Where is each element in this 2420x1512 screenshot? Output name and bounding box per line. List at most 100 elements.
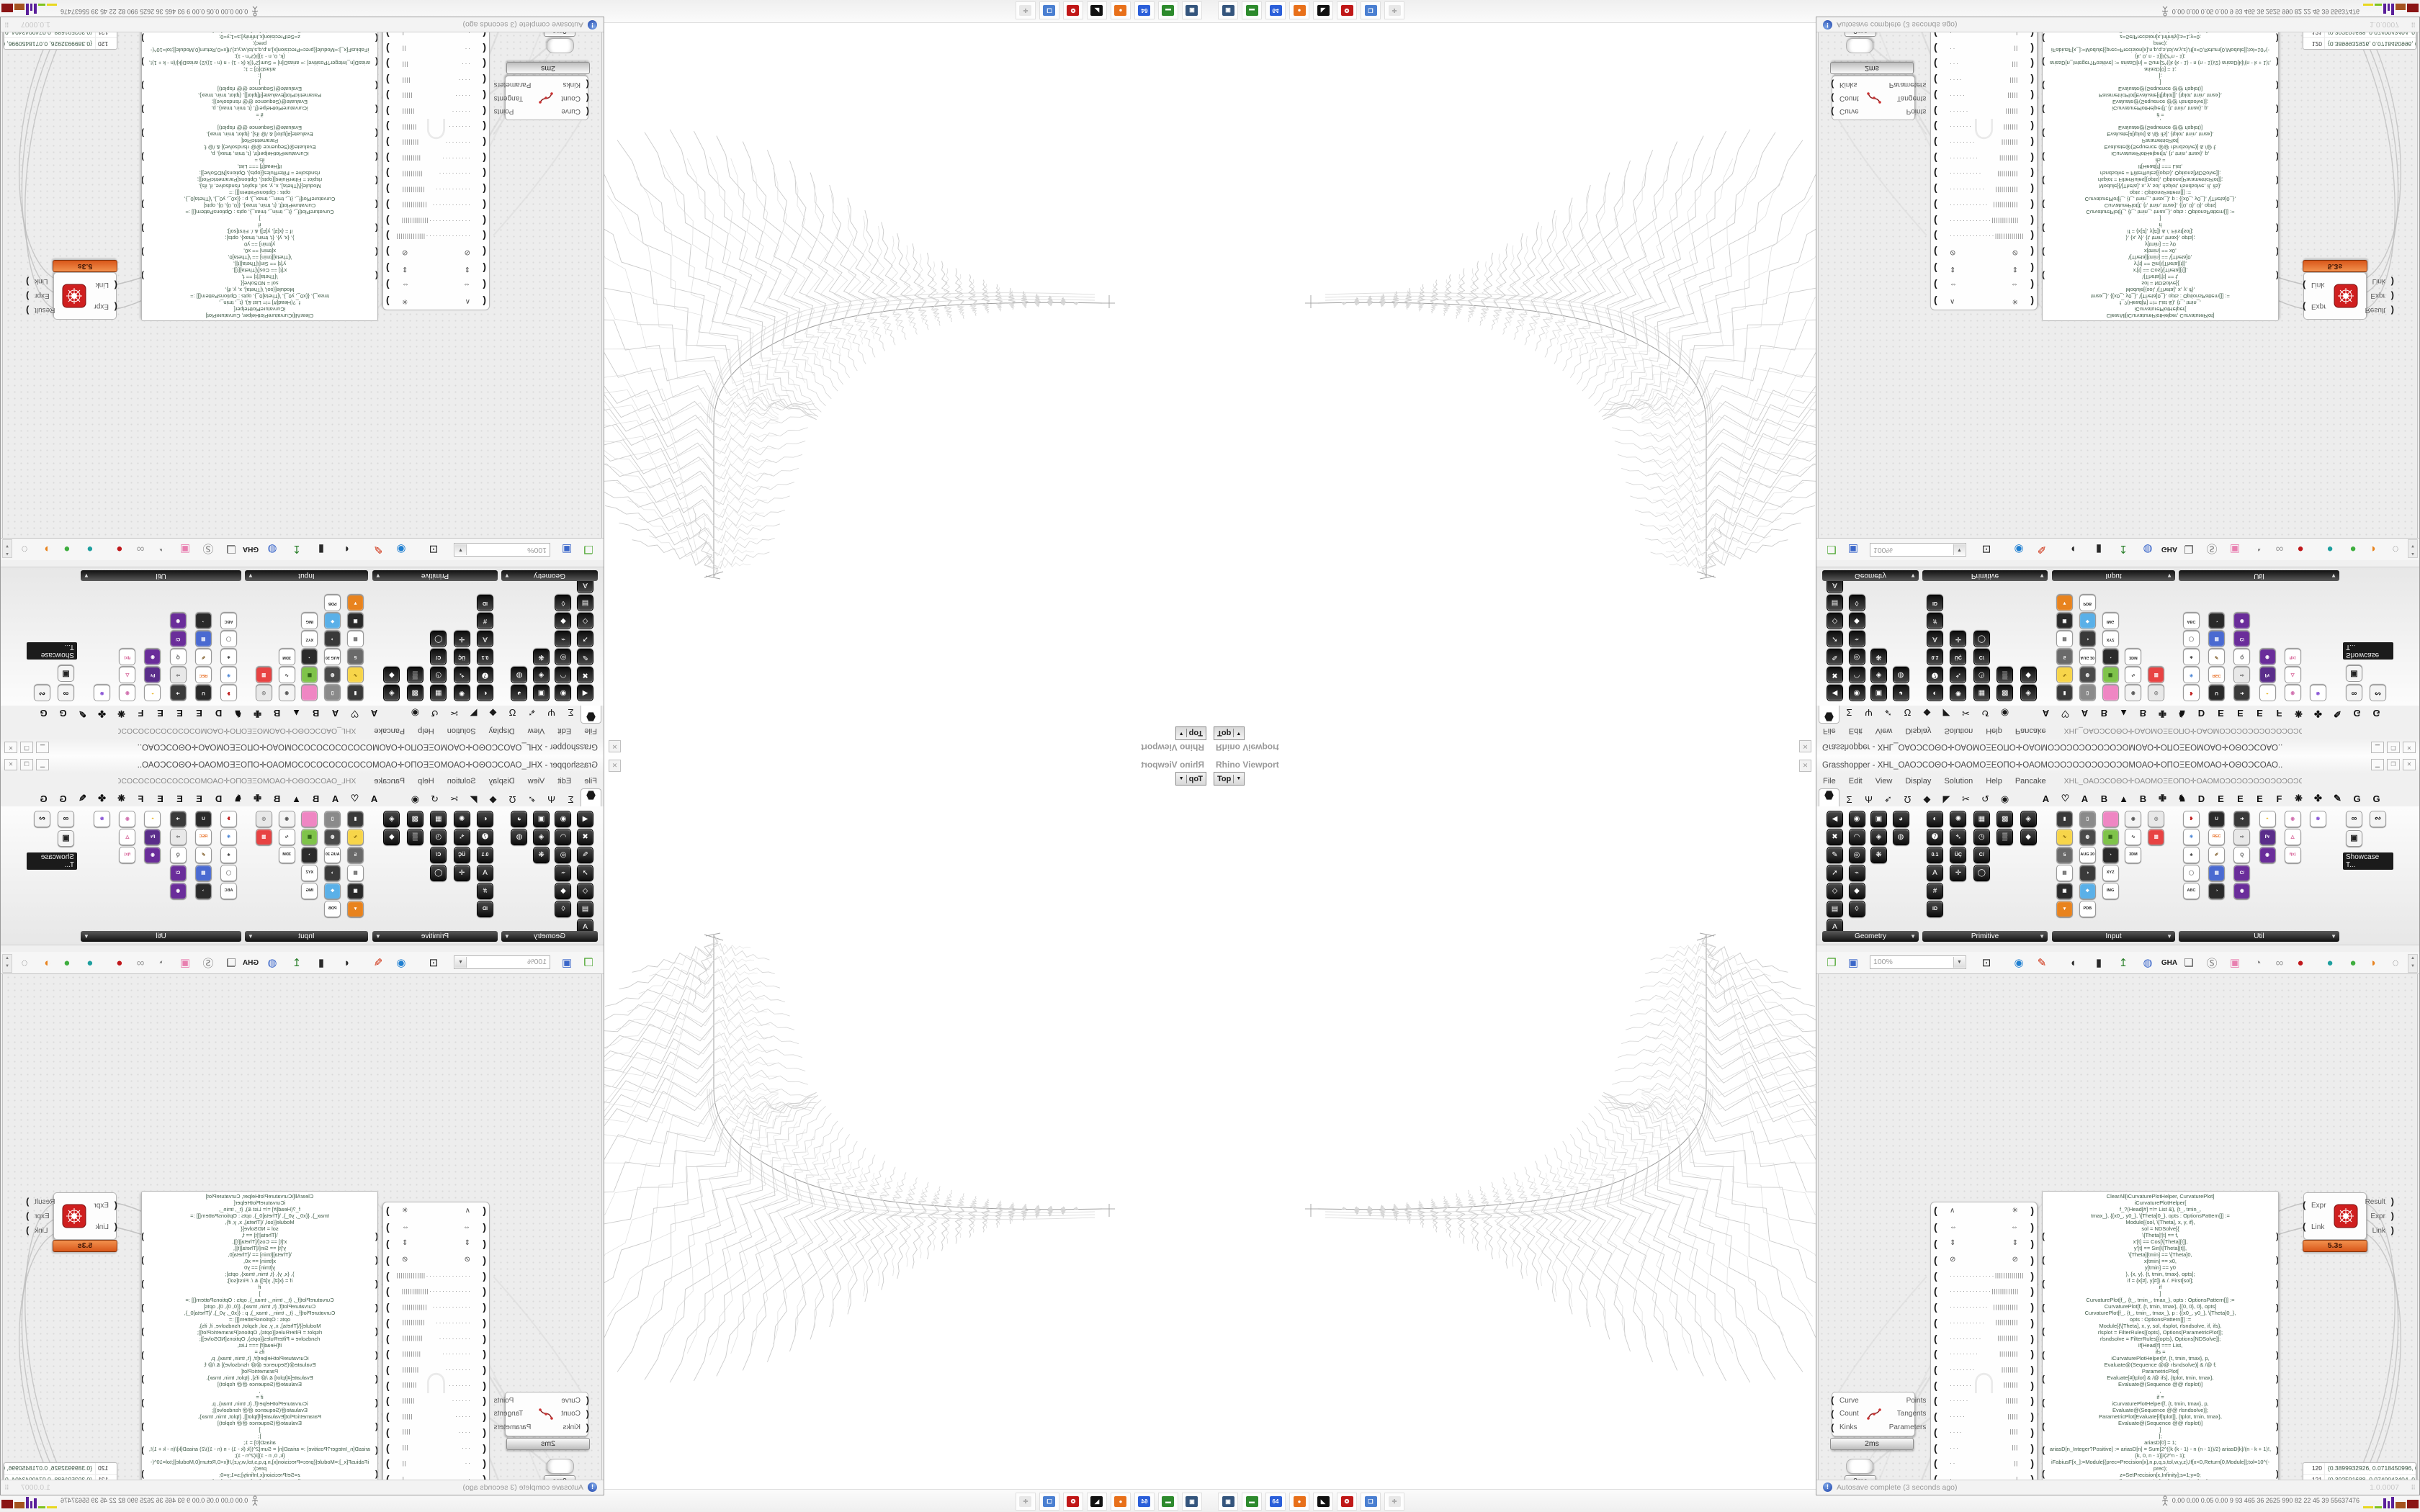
port-hook-icon[interactable]: ) [386, 295, 390, 307]
port-hook-icon[interactable]: ( [2042, 1445, 2045, 1455]
panel-group-label[interactable]: Geometry ▼ [501, 570, 598, 581]
panel-group-label[interactable]: Util ▼ [2179, 931, 2339, 942]
port-hook-icon[interactable]: ( [483, 1364, 486, 1376]
component-icon[interactable]: ✺ [1950, 685, 1967, 701]
menu-item-view[interactable]: View [527, 777, 545, 786]
input-port-curve[interactable]: (Curve [1831, 106, 1859, 117]
port-hook-icon[interactable]: ( [483, 1410, 486, 1423]
port-hook-icon[interactable]: ( [114, 1220, 117, 1232]
port-hook-icon[interactable]: ( [483, 42, 486, 55]
component-icon[interactable]: ◉ [278, 811, 295, 827]
slider-row[interactable]: (·········· ||||||||||) [1931, 168, 2037, 180]
port-hook-icon[interactable]: ( [1831, 79, 1834, 91]
component-icon[interactable]: ◓ [144, 811, 161, 827]
component-icon[interactable]: C/ [1973, 847, 1990, 863]
taskbar-app-plugin-disabled[interactable]: ✚ [1384, 1, 1404, 19]
port-hook-icon[interactable]: ) [2276, 176, 2279, 186]
component-icon[interactable]: ✛ [453, 865, 470, 881]
port-hook-icon[interactable]: ) [141, 1350, 144, 1360]
component-icon[interactable]: ➐ [477, 667, 493, 683]
port-hook-icon[interactable]: ) [386, 1364, 390, 1376]
component-icon[interactable]: ABC [220, 883, 237, 899]
taskbar-app-opera-red[interactable]: ❂ [1337, 1, 1357, 19]
port-hook-icon[interactable]: ( [483, 168, 486, 180]
component-icon[interactable]: ◎ [555, 847, 572, 863]
component-icon[interactable]: ➜ [169, 685, 187, 701]
port-hook-icon[interactable]: ) [2030, 1473, 2034, 1483]
port-hook-icon[interactable]: ( [1934, 199, 1937, 211]
taskbar-app-system-monitor[interactable]: ▣ [1182, 1, 1202, 19]
port-hook-icon[interactable]: ( [1934, 1395, 1937, 1407]
component-icon[interactable]: ▦ [1973, 685, 1990, 701]
slider-row[interactable]: (····· |||||) [383, 90, 489, 102]
component-icon[interactable]: ◊ [555, 901, 572, 917]
slider-row[interactable]: (······· |||||||) [1931, 121, 2037, 132]
port-hook-icon[interactable]: ) [386, 215, 390, 227]
slider-row[interactable]: (∧ ✳) [1931, 1205, 2037, 1216]
toolbar-gha-installer[interactable]: GHA [2161, 545, 2178, 554]
component-icon[interactable]: ◉ [169, 883, 187, 899]
tab-plugin-❋[interactable]: ❋ [2295, 708, 2303, 719]
tab-plugin-✤[interactable]: ✤ [2314, 793, 2322, 804]
component-icon[interactable]: ◉ [2125, 811, 2142, 827]
port-hook-icon[interactable]: ( [1934, 1301, 1937, 1313]
component-icon[interactable]: ❀ [94, 685, 111, 701]
toolbar-orange-half[interactable]: ◑ [44, 543, 51, 556]
toolbar-spheres-outline[interactable]: ∞ [136, 956, 145, 969]
slider-row[interactable]: (⊘ ⊘) [383, 1254, 489, 1266]
component-icon[interactable]: ❖ [324, 883, 341, 899]
port-hook-icon[interactable]: ) [2030, 74, 2034, 86]
component-icon[interactable]: ◔ [2208, 613, 2226, 629]
showcase-icon[interactable]: ▣ [2346, 830, 2362, 847]
component-icon[interactable]: ◈ [533, 667, 550, 683]
port-hook-icon[interactable]: ( [1934, 168, 1937, 180]
input-port-count[interactable]: (Count [561, 1408, 589, 1419]
port-hook-icon[interactable]: ( [1934, 184, 1937, 196]
component-icon[interactable]: AUG 20 [324, 847, 341, 863]
component-icon[interactable]: ✺ [453, 685, 470, 701]
component-icon[interactable]: AUG 20 [324, 649, 341, 665]
toolbar-rotate-object[interactable]: ◖ [2069, 543, 2076, 556]
slider-row[interactable]: (⇔ ⇔) [383, 1221, 489, 1233]
port-hook-icon[interactable]: ( [375, 128, 378, 138]
output-port-expr[interactable]: Expr) [2370, 1210, 2394, 1221]
slider-row[interactable]: (····· |||||) [383, 1410, 489, 1423]
component-icon[interactable]: ✎ [1827, 847, 1843, 863]
port-hook-icon[interactable]: ) [141, 271, 144, 281]
port-hook-icon[interactable]: ) [2030, 199, 2034, 211]
port-hook-icon[interactable]: ( [483, 1221, 486, 1233]
port-hook-icon[interactable]: ( [375, 1326, 378, 1336]
component-icon[interactable]: ▤ [194, 865, 212, 881]
title-bar[interactable]: Grasshopper - XHL_ΟΑΟϽCΟΘΟ✛ΟΑΟΜΟΞΕΟΠΟ✛ΟΑ… [1, 739, 604, 756]
component-icon[interactable]: ◯ [220, 631, 237, 647]
component-icon[interactable]: ◉ [2125, 685, 2142, 701]
taskbar-app-console-green[interactable]: ▬ [1158, 1, 1178, 19]
menu-item-pancake[interactable]: Pancake [2015, 777, 2046, 786]
component-icon[interactable]: ▣ [2056, 613, 2073, 629]
menu-item-solution[interactable]: Solution [447, 726, 476, 735]
component-icon[interactable]: ◊ [1848, 901, 1865, 917]
tab-surface[interactable]: ◆ [489, 708, 497, 719]
menu-item-solution[interactable]: Solution [447, 777, 476, 786]
showcase-icon[interactable]: ∞ [58, 811, 74, 827]
component-icon[interactable]: ▯ [324, 685, 341, 701]
panel-group-label[interactable]: Util ▼ [81, 570, 241, 581]
toolbar-path-axes[interactable]: ↥ [2118, 543, 2128, 555]
component-icon[interactable]: ➜ [2233, 685, 2251, 701]
toolbar-capture-viewport[interactable]: ▮ [318, 543, 325, 555]
port-hook-icon[interactable]: ( [586, 79, 589, 91]
taskbar-app-firefox[interactable]: ● [1289, 1493, 1309, 1511]
component-icon[interactable]: 3DM [278, 847, 295, 863]
taskbar-app-gimp-black[interactable]: ◣ [1087, 1493, 1107, 1511]
component-icon[interactable]: △ [2284, 667, 2301, 683]
port-hook-icon[interactable]: ) [141, 33, 144, 43]
tab-curve[interactable]: Ʊ [508, 707, 516, 718]
component-divide-curve[interactable]: (Curve(Count(KinksPoints)Tangents)Parame… [485, 1392, 589, 1436]
port-hook-icon[interactable]: ) [2276, 1469, 2279, 1479]
output-port-result[interactable]: Result) [26, 305, 55, 317]
component-icon[interactable]: ➴ [1950, 829, 1967, 845]
component-icon[interactable]: IMG [2102, 613, 2119, 629]
port-hook-icon[interactable]: ) [2276, 199, 2279, 210]
tab-plugin-E[interactable]: E [2218, 793, 2224, 804]
resize-grip[interactable]: ⠿ [4, 1484, 9, 1491]
